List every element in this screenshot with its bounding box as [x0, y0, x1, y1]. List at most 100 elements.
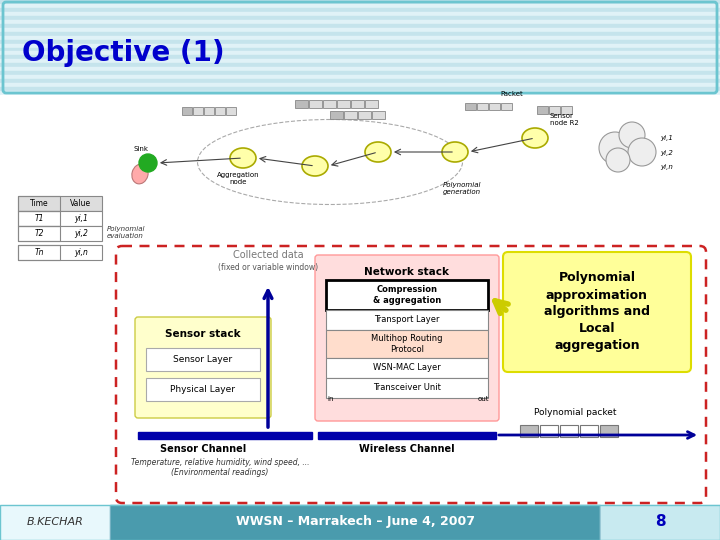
- FancyBboxPatch shape: [503, 252, 691, 372]
- FancyBboxPatch shape: [135, 317, 271, 418]
- Bar: [0, 12, 720, 16]
- Bar: [600, 505, 720, 540]
- Text: Time: Time: [30, 199, 48, 208]
- Bar: [0, 505, 720, 540]
- Bar: [0, 505, 110, 540]
- Bar: [326, 310, 488, 330]
- Text: in: in: [328, 396, 334, 402]
- Ellipse shape: [365, 142, 391, 162]
- Bar: [323, 100, 336, 108]
- Text: T1: T1: [35, 214, 44, 223]
- Bar: [326, 378, 488, 398]
- Bar: [215, 107, 225, 115]
- Bar: [18, 245, 102, 260]
- Text: yi,2: yi,2: [660, 150, 673, 156]
- Bar: [326, 358, 488, 378]
- Bar: [326, 280, 488, 310]
- Bar: [295, 100, 308, 108]
- Bar: [18, 226, 60, 241]
- Text: yi,1: yi,1: [660, 135, 673, 141]
- Text: yi,n: yi,n: [74, 248, 88, 257]
- Bar: [344, 111, 357, 119]
- Bar: [540, 425, 558, 437]
- Bar: [318, 432, 496, 439]
- Text: (fixed or variable window): (fixed or variable window): [218, 263, 318, 272]
- Ellipse shape: [230, 148, 256, 168]
- Bar: [0, 24, 720, 28]
- Text: Wireless Channel: Wireless Channel: [359, 444, 455, 454]
- Bar: [0, 56, 720, 59]
- Text: Polynomial
evaluation: Polynomial evaluation: [107, 226, 145, 239]
- Text: Physical Layer: Physical Layer: [171, 385, 235, 394]
- Bar: [0, 39, 720, 44]
- Text: Objective (1): Objective (1): [22, 39, 225, 67]
- Text: Sink: Sink: [133, 146, 148, 152]
- Bar: [600, 425, 618, 437]
- Text: Sensor stack: Sensor stack: [165, 329, 240, 339]
- Bar: [146, 378, 260, 401]
- Bar: [18, 211, 60, 226]
- Circle shape: [599, 132, 631, 164]
- Bar: [110, 505, 600, 540]
- Bar: [18, 226, 102, 241]
- Bar: [561, 106, 572, 114]
- Ellipse shape: [302, 156, 328, 176]
- Text: Sensor
node R2: Sensor node R2: [550, 113, 579, 126]
- Circle shape: [139, 154, 157, 172]
- Bar: [477, 103, 488, 110]
- Bar: [0, 68, 720, 71]
- Text: Polynomial
generation: Polynomial generation: [443, 182, 481, 195]
- Bar: [560, 425, 578, 437]
- FancyBboxPatch shape: [315, 255, 499, 421]
- Text: yi,n: yi,n: [660, 164, 673, 170]
- Text: WWSN – Marrakech – June 4, 2007: WWSN – Marrakech – June 4, 2007: [235, 516, 474, 529]
- Bar: [330, 111, 343, 119]
- Text: 8: 8: [654, 515, 665, 530]
- Text: Transceiver Unit: Transceiver Unit: [373, 383, 441, 393]
- Text: Temperature, relative humidity, wind speed, ...
(Environmental readings): Temperature, relative humidity, wind spe…: [131, 458, 310, 477]
- Bar: [0, 51, 720, 56]
- Ellipse shape: [442, 142, 468, 162]
- Bar: [372, 111, 385, 119]
- Bar: [0, 32, 720, 36]
- Bar: [365, 100, 378, 108]
- Bar: [18, 196, 102, 211]
- Text: out: out: [477, 396, 489, 402]
- Bar: [0, 83, 720, 87]
- Text: yi,1: yi,1: [74, 214, 88, 223]
- Bar: [0, 59, 720, 63]
- Bar: [0, 44, 720, 48]
- Bar: [309, 100, 322, 108]
- Text: Polynomial packet: Polynomial packet: [534, 408, 616, 417]
- Bar: [580, 425, 598, 437]
- Bar: [0, 4, 720, 8]
- Bar: [0, 91, 720, 95]
- Text: WSN-MAC Layer: WSN-MAC Layer: [373, 363, 441, 373]
- Bar: [489, 103, 500, 110]
- Bar: [0, 16, 720, 20]
- Text: Multihop Routing
Protocol: Multihop Routing Protocol: [372, 334, 443, 354]
- Bar: [0, 0, 720, 4]
- Bar: [193, 107, 203, 115]
- FancyBboxPatch shape: [116, 246, 706, 503]
- Ellipse shape: [132, 164, 148, 184]
- Bar: [0, 75, 720, 79]
- Bar: [501, 103, 512, 110]
- Bar: [0, 48, 720, 51]
- Text: Transport Layer: Transport Layer: [374, 315, 440, 325]
- Text: Value: Value: [71, 199, 91, 208]
- Circle shape: [628, 138, 656, 166]
- Text: yi,2: yi,2: [74, 229, 88, 238]
- Circle shape: [619, 122, 645, 148]
- Bar: [146, 348, 260, 371]
- Text: Collected data: Collected data: [233, 250, 303, 260]
- Bar: [0, 63, 720, 68]
- Bar: [0, 505, 720, 540]
- Ellipse shape: [522, 128, 548, 148]
- Text: Network stack: Network stack: [364, 267, 449, 277]
- Bar: [358, 111, 371, 119]
- Bar: [326, 330, 488, 358]
- Bar: [337, 100, 350, 108]
- Bar: [0, 95, 720, 505]
- Bar: [0, 79, 720, 83]
